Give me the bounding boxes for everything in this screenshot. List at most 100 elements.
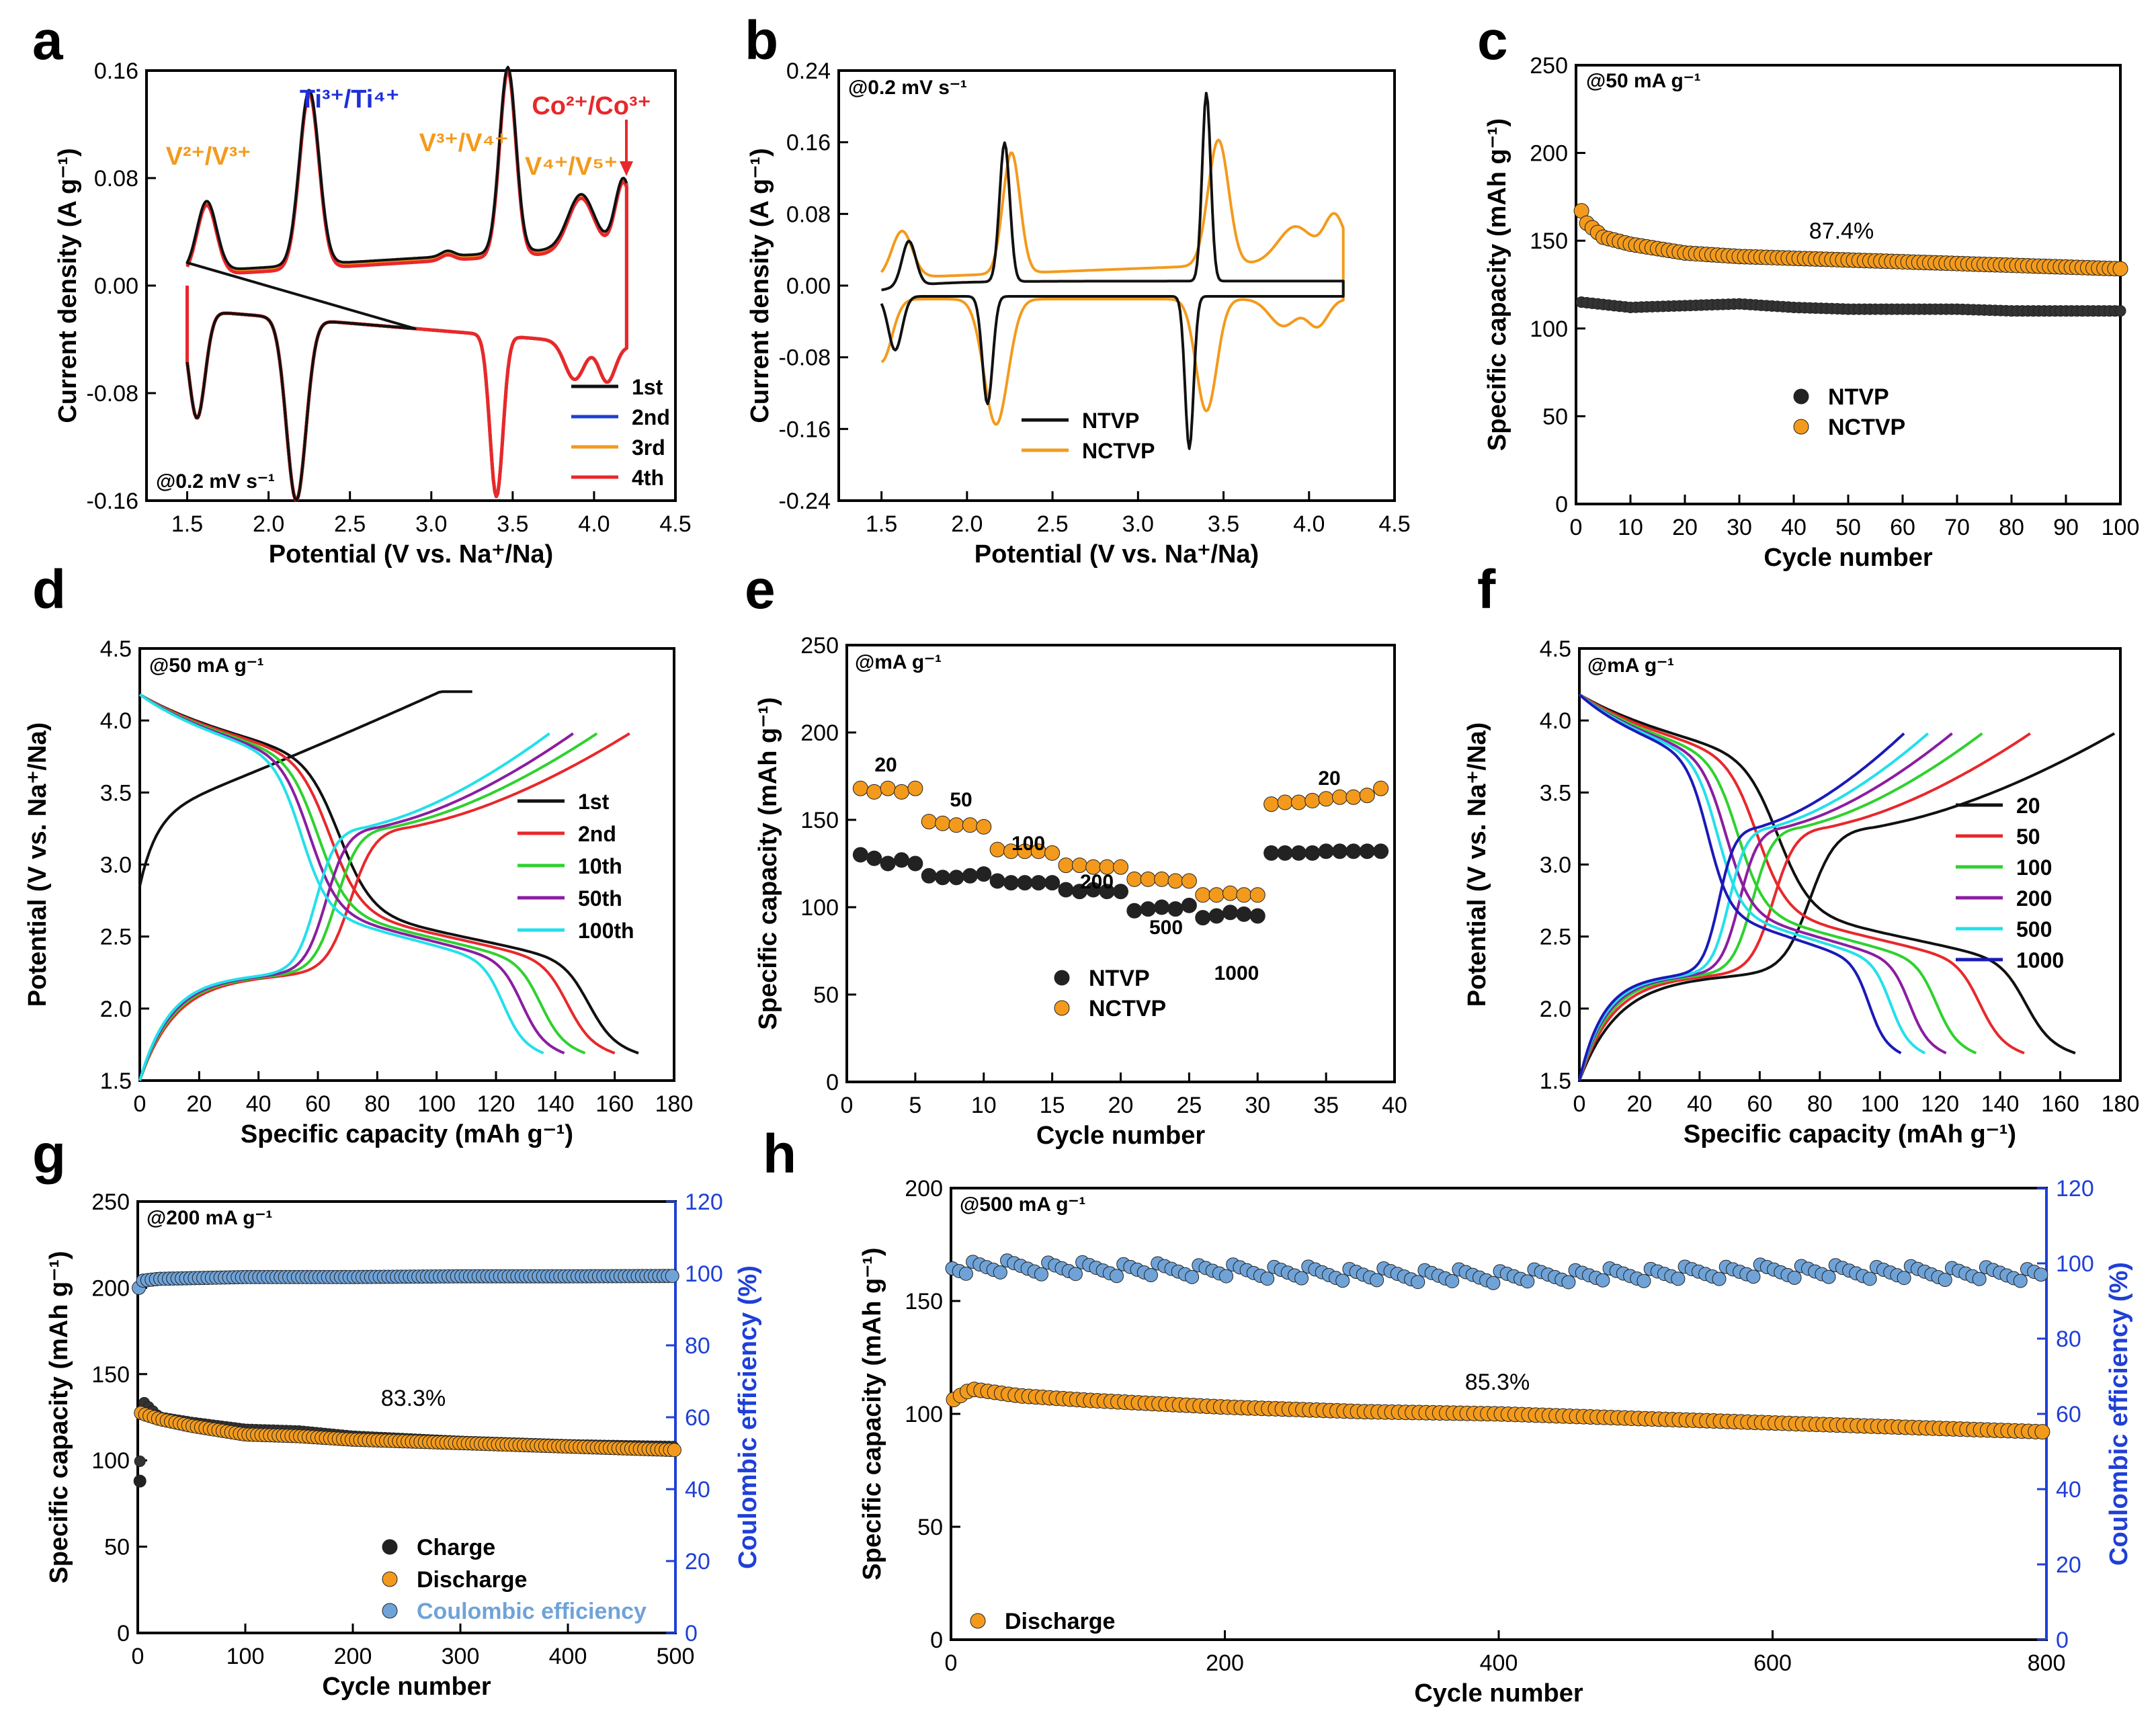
x-tick-label: 20 xyxy=(186,1091,212,1117)
x-tick-label: 40 xyxy=(1687,1091,1712,1117)
ntvp-point xyxy=(1249,908,1266,924)
rate-note: @mA g⁻¹ xyxy=(1587,655,1674,677)
retention-label: 83.3% xyxy=(381,1386,446,1411)
y-tick-label: 100 xyxy=(905,1402,943,1427)
legend-label: NTVP xyxy=(1082,409,1139,433)
x-tick-label: 80 xyxy=(1999,515,2024,540)
ce-point xyxy=(1143,1268,1158,1283)
rate-label: 20 xyxy=(874,754,897,776)
x-axis-label: Specific capacity (mAh g⁻¹) xyxy=(241,1120,573,1148)
y-axis-label: Potential (V vs. Na⁺/Na) xyxy=(24,722,52,1007)
ntvp-point xyxy=(1304,845,1321,861)
legend-label: Discharge xyxy=(417,1567,527,1593)
x-tick-label: 4.5 xyxy=(659,511,691,537)
legend-label: NTVP xyxy=(1828,384,1889,410)
x-tick-label: 120 xyxy=(1921,1091,1959,1117)
ntvp-point xyxy=(948,870,964,886)
ce-point xyxy=(1561,1275,1576,1290)
x-tick-label: 300 xyxy=(442,1644,480,1669)
ntvp-point xyxy=(1167,901,1184,917)
x-tick-label: 3.0 xyxy=(415,511,447,537)
nctvp-point xyxy=(1263,796,1280,812)
legend-label: 4th xyxy=(632,466,664,490)
ce-point xyxy=(1897,1271,1911,1286)
x-tick-label: 0 xyxy=(1570,515,1583,540)
y-tick-label: -0.24 xyxy=(779,489,831,514)
y-tick-label: -0.08 xyxy=(779,345,831,371)
nctvp-point xyxy=(989,841,1005,857)
rate-label: 200 xyxy=(1080,871,1114,893)
ce-point xyxy=(1335,1273,1350,1288)
rate-label: 500 xyxy=(1149,917,1183,939)
panel-letter-b: b xyxy=(745,10,778,71)
y-tick-label: 2.0 xyxy=(1540,997,1571,1022)
y-tick-label: 250 xyxy=(800,633,839,659)
x-tick-label: 500 xyxy=(657,1644,695,1669)
discharge-curve xyxy=(138,693,586,1055)
y-tick-label: 200 xyxy=(800,720,839,746)
x-tick-label: 180 xyxy=(2102,1091,2140,1117)
ce-point xyxy=(2013,1273,2028,1288)
legend-label: NTVP xyxy=(1089,966,1150,991)
ntvp-point xyxy=(1126,902,1143,919)
ce-point xyxy=(1671,1271,1686,1286)
nctvp-point xyxy=(1236,887,1252,903)
y-tick-label: 100 xyxy=(800,895,839,921)
ntvp-point xyxy=(989,873,1005,889)
y-tick-label: 3.0 xyxy=(1540,853,1571,878)
y2-tick-label: 100 xyxy=(685,1261,723,1287)
nctvp-point xyxy=(1249,887,1266,903)
y2-tick-label: 20 xyxy=(685,1549,710,1574)
legend-label: 100 xyxy=(2016,855,2052,880)
x-tick-label: 60 xyxy=(1747,1091,1772,1117)
nctvp-point xyxy=(948,817,964,833)
discharge-curve xyxy=(138,693,544,1055)
x-tick-label: 0 xyxy=(134,1091,147,1117)
x-tick-label: 3.5 xyxy=(1208,511,1239,537)
discharge-point xyxy=(667,1443,681,1458)
x-tick-label: 600 xyxy=(1753,1650,1792,1676)
y-tick-label: 150 xyxy=(91,1362,130,1388)
x-tick-label: 2.5 xyxy=(334,511,366,537)
x-tick-label: 160 xyxy=(595,1091,634,1117)
y2-tick-label: 120 xyxy=(2056,1176,2094,1202)
x-axis-label: Potential (V vs. Na⁺/Na) xyxy=(269,540,553,569)
ntvp-point xyxy=(1017,875,1033,891)
ntvp-point xyxy=(976,866,992,882)
ce-point xyxy=(2034,1267,2048,1282)
x-tick-label: 3.0 xyxy=(1122,511,1154,537)
y-tick-label: 0 xyxy=(930,1628,943,1653)
retention-label: 87.4% xyxy=(1809,218,1874,244)
ce-point xyxy=(1712,1271,1727,1286)
discharge-curve xyxy=(1579,693,2076,1055)
x-tick-label: 20 xyxy=(1627,1091,1653,1117)
legend-label: NCTVP xyxy=(1089,996,1166,1021)
x-tick-label: 30 xyxy=(1727,515,1752,540)
ntvp-point xyxy=(1263,845,1280,861)
nctvp-point xyxy=(1181,873,1197,889)
y-tick-label: 50 xyxy=(917,1515,943,1540)
panel-letter-d: d xyxy=(32,559,66,620)
nctvp-point xyxy=(1332,789,1348,805)
discharge-curve xyxy=(1578,694,1902,1054)
y2-tick-label: 40 xyxy=(2056,1477,2081,1503)
ce-point xyxy=(1938,1273,1952,1288)
x-tick-label: 0 xyxy=(841,1093,854,1118)
y-tick-label: 0.08 xyxy=(94,166,138,192)
y2-tick-label: 60 xyxy=(2056,1402,2081,1427)
ce-point xyxy=(1821,1269,1836,1284)
nctvp-point xyxy=(1167,873,1184,889)
rate-label: 100 xyxy=(1011,833,1045,855)
charge-curve xyxy=(1578,732,1930,1081)
nctvp-point xyxy=(1318,791,1334,807)
charge-curve xyxy=(1578,732,1983,1081)
nctvp-point xyxy=(1126,871,1143,887)
ntvp-point xyxy=(1058,882,1074,898)
rate-note: @200 mA g⁻¹ xyxy=(147,1207,272,1229)
rate-note: @0.2 mV s⁻¹ xyxy=(848,77,967,99)
nctvp-point xyxy=(894,784,909,800)
panel-letter-f: f xyxy=(1477,559,1496,620)
ntvp-point xyxy=(866,850,882,866)
legend-marker xyxy=(382,1571,398,1587)
